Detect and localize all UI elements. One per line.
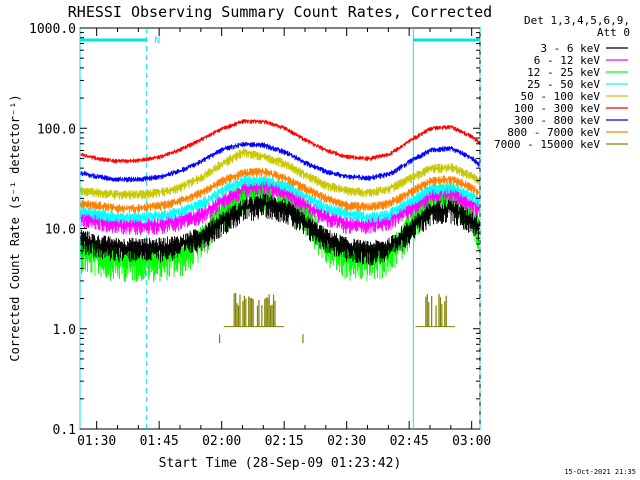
legend-header-line-2: Att 0 bbox=[597, 26, 630, 39]
saa-label: N bbox=[155, 36, 160, 46]
series-line bbox=[80, 119, 480, 164]
series-12-25keV bbox=[80, 177, 480, 283]
x-tick-label: 02:00 bbox=[202, 434, 241, 449]
legend-label: 100 - 300 keV bbox=[514, 102, 600, 115]
chart-title: RHESSI Observing Summary Count Rates, Co… bbox=[68, 3, 492, 21]
y-tick-label: 0.1 bbox=[53, 423, 76, 438]
x-axis-label: Start Time (28-Sep-09 01:23:42) bbox=[159, 456, 402, 471]
y-tick-label: 1000.0 bbox=[29, 22, 76, 37]
series-line bbox=[80, 147, 480, 200]
legend-label: 800 - 7000 keV bbox=[507, 126, 600, 139]
saa-markers: N bbox=[79, 28, 481, 429]
x-tick-label: 02:15 bbox=[265, 434, 304, 449]
legend-header-line-1: Det 1,3,4,5,6,9, bbox=[524, 14, 630, 27]
series-line bbox=[80, 167, 480, 214]
legend-label: 300 - 800 keV bbox=[514, 114, 600, 127]
x-tick-label: 02:45 bbox=[390, 434, 429, 449]
series-line bbox=[80, 177, 480, 283]
series-25-50keV bbox=[80, 174, 480, 224]
legend-label: 7000 - 15000 keV bbox=[494, 138, 600, 151]
series-group bbox=[80, 119, 480, 283]
legend-label: 50 - 100 keV bbox=[521, 90, 601, 103]
series-300-800keV bbox=[80, 141, 480, 183]
x-tick-label: 01:45 bbox=[140, 434, 179, 449]
legend-label: 12 - 25 keV bbox=[527, 66, 600, 79]
series-100-300keV bbox=[80, 119, 480, 164]
x-tick-label: 03:00 bbox=[452, 434, 491, 449]
x-axis: 01:30 01:45 02:00 02:15 02:30 02:45 03:00 bbox=[77, 28, 491, 449]
x-tick-label: 02:30 bbox=[327, 434, 366, 449]
y-tick-label: 100.0 bbox=[37, 122, 76, 137]
y-tick-label: 1.0 bbox=[53, 323, 76, 338]
legend-label: 25 - 50 keV bbox=[527, 78, 600, 91]
series-50-100keV bbox=[80, 147, 480, 200]
footer-timestamp: 15-Oct-2021 21:35 bbox=[564, 468, 636, 476]
x-tick-label: 01:30 bbox=[77, 434, 116, 449]
series-line bbox=[80, 174, 480, 224]
legend-label: 3 - 6 keV bbox=[540, 42, 600, 55]
series-800-7000keV bbox=[80, 167, 480, 214]
y-tick-label: 10.0 bbox=[45, 223, 76, 238]
plot-frame bbox=[79, 27, 481, 430]
y-axis: 1000.0 100.0 10.0 1.0 0.1 bbox=[29, 22, 480, 438]
y-axis-label: Corrected Count Rate (s⁻¹ detector⁻¹) bbox=[8, 94, 22, 361]
bursts-group bbox=[218, 293, 455, 344]
legend-label: 6 - 12 keV bbox=[534, 54, 601, 67]
series-line bbox=[80, 141, 480, 183]
